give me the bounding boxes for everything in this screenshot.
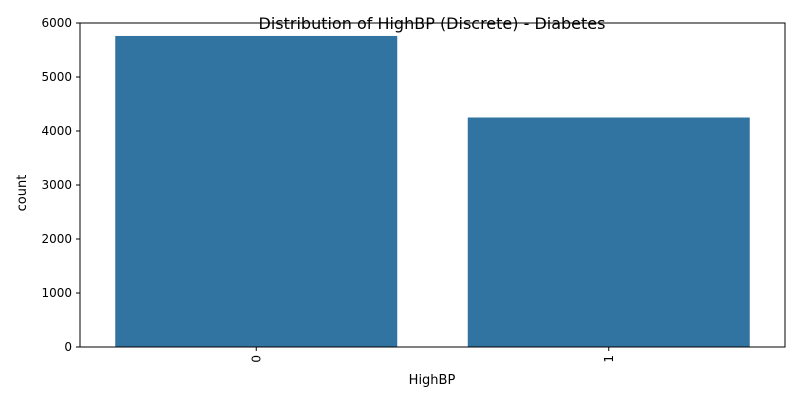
y-tick-label: 3000 [41,178,72,192]
x-tick-label: 1 [602,355,616,363]
y-tick-label: 2000 [41,232,72,246]
y-tick-label: 0 [64,340,72,354]
y-tick-label: 4000 [41,124,72,138]
y-tick-label: 1000 [41,286,72,300]
y-axis-label: count [15,175,30,212]
x-axis-label: HighBP [409,373,456,388]
y-tick-label: 5000 [41,70,72,84]
y-tick-label: 6000 [41,16,72,30]
plot-frame [79,22,786,348]
x-tick-label: 0 [249,355,263,363]
bars-group [115,35,750,348]
y-axis-ticks: 0 1000 2000 3000 4000 5000 6000 [41,16,80,354]
bar-0 [115,35,398,348]
bar-1 [467,117,750,347]
